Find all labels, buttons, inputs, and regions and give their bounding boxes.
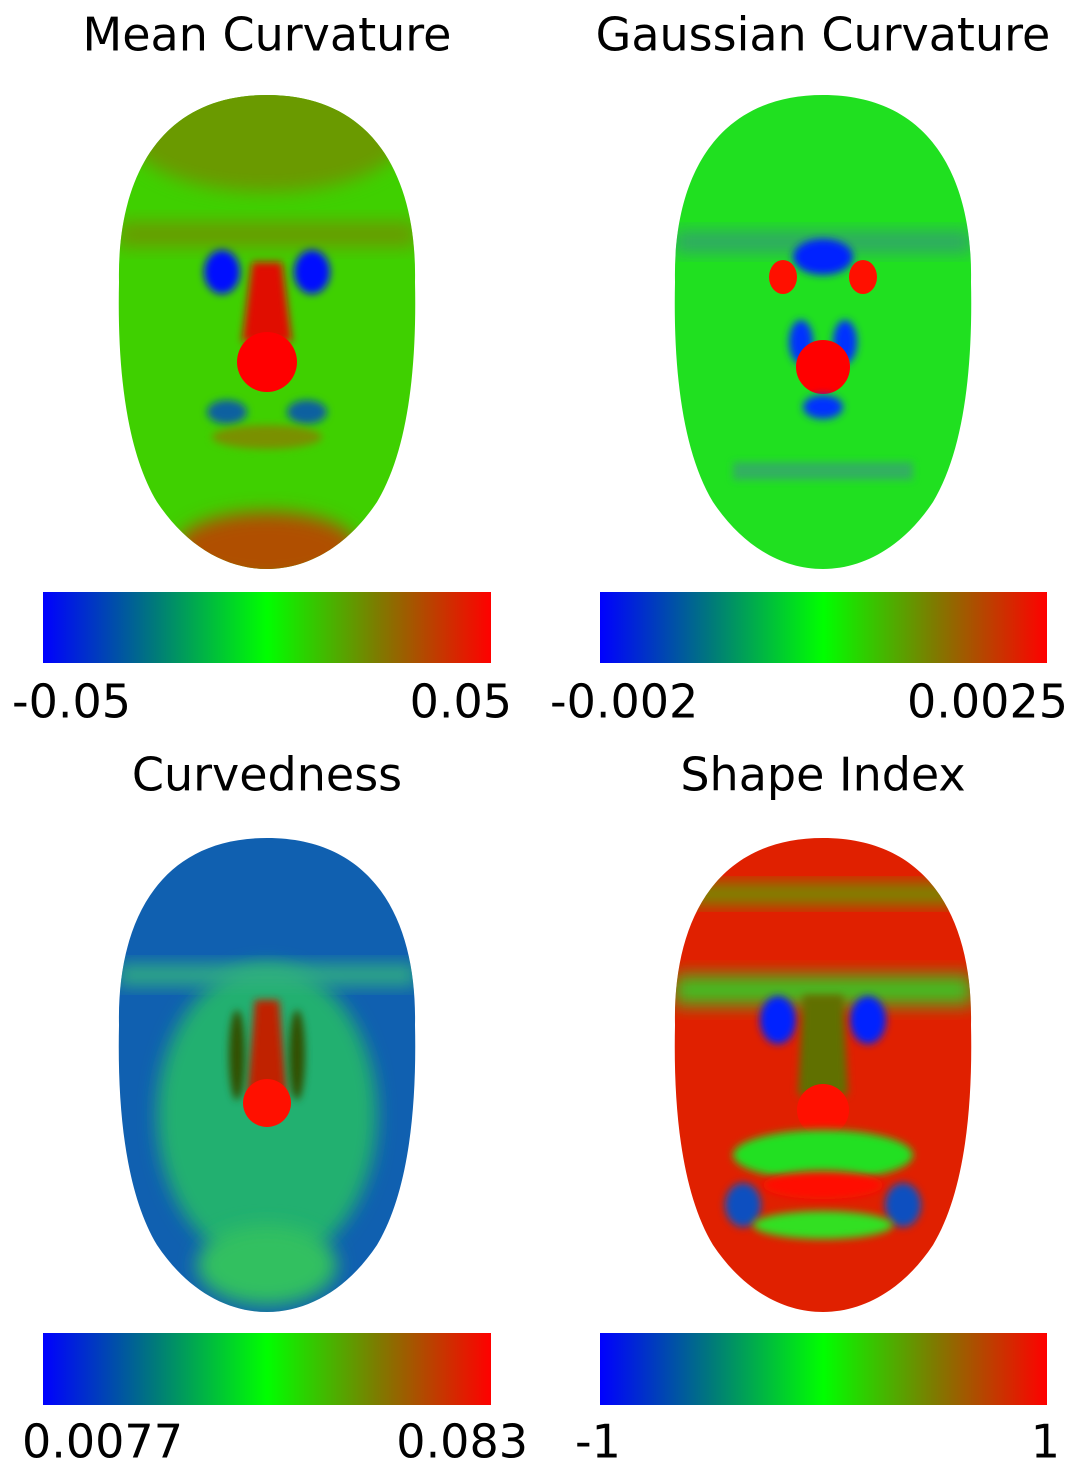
colorbar-min-label: -1 <box>575 1415 621 1468</box>
panel-title: Gaussian Curvature <box>596 8 1051 62</box>
face-map <box>117 838 417 1312</box>
panel-title: Shape Index <box>680 748 965 802</box>
colorbar-min-label: -0.002 <box>550 675 698 729</box>
face-map <box>673 95 973 569</box>
colorbar <box>43 1333 491 1405</box>
figure: Mean Curvature Gaussian Curvature Curved… <box>0 0 1073 1468</box>
colorbar-max-label: 1 <box>1031 1415 1060 1468</box>
colorbar <box>600 592 1047 663</box>
colorbar-max-label: 0.05 <box>410 675 512 729</box>
colorbar-min-label: -0.05 <box>12 675 131 729</box>
colorbar <box>600 1333 1047 1405</box>
panel-title: Mean Curvature <box>83 8 452 62</box>
panel-title: Curvedness <box>132 748 402 802</box>
face-map <box>117 72 417 582</box>
colorbar-max-label: 0.083 <box>396 1415 528 1468</box>
colorbar <box>43 592 491 663</box>
colorbar-max-label: 0.0025 <box>907 675 1068 729</box>
colorbar-min-label: 0.0077 <box>22 1415 183 1468</box>
face-map <box>673 838 973 1312</box>
